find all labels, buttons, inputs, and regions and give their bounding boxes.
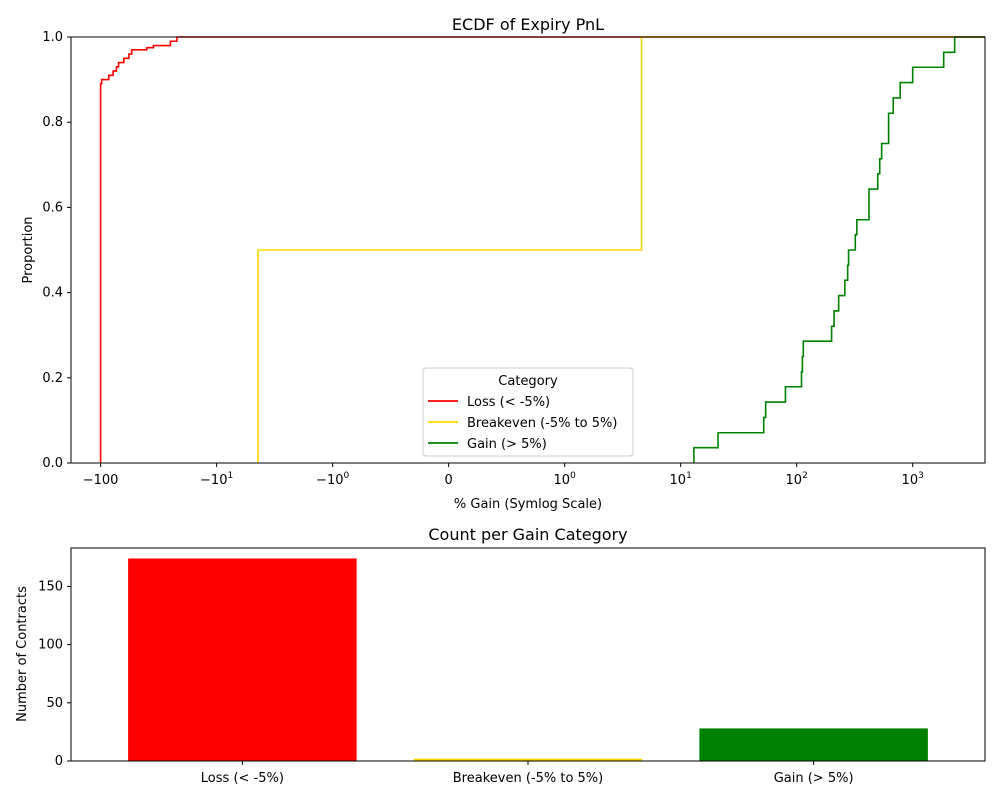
ecdf-x-ticks: −100 −101 −100 0 100 101 102 103 (83, 463, 924, 488)
ecdf-x-tick-label: 100 (554, 471, 577, 488)
ecdf-title: ECDF of Expiry PnL (452, 15, 604, 34)
ecdf-legend: Category Loss (< -5%) Breakeven (-5% to … (422, 367, 634, 457)
ecdf-x-tick-base: 10 (670, 473, 687, 488)
bar-title: Count per Gain Category (428, 525, 627, 544)
bar-loss (128, 558, 357, 761)
bar-x-tick-label: Gain (> 5%) (774, 771, 854, 786)
ecdf-x-tick-label: −100 (316, 471, 349, 488)
legend-title: Category (498, 374, 558, 389)
bar-y-tick-label: 150 (38, 579, 63, 594)
ecdf-plot-frame (70, 36, 986, 464)
bar-chart: Count per Gain Category Number of Contra… (15, 525, 986, 786)
bar-breakeven (413, 758, 643, 761)
ecdf-x-tick-base: 10 (786, 473, 803, 488)
ecdf-chart: ECDF of Expiry PnL % Gain (Symlog Scale)… (21, 15, 986, 512)
ecdf-x-tick-exponent: 0 (570, 471, 576, 481)
ecdf-x-tick-label: 0 (445, 473, 453, 488)
ecdf-line-gain (693, 36, 985, 463)
ecdf-y-tick-label: 0.0 (42, 456, 63, 471)
ecdf-x-tick-base: 10 (902, 473, 919, 488)
ecdf-y-ticks: 0.0 0.2 0.4 0.6 0.8 1.0 (42, 30, 71, 471)
ecdf-x-tick-label: 103 (902, 471, 924, 488)
bar-y-axis-label: Number of Contracts (15, 586, 30, 722)
ecdf-x-tick-label: 102 (786, 471, 808, 488)
ecdf-x-tick-label: −100 (83, 473, 119, 488)
ecdf-y-tick-label: 0.2 (42, 371, 63, 386)
bar-x-ticks: Loss (< -5%) Breakeven (-5% to 5%) Gain (>… (201, 761, 854, 786)
ecdf-x-tick-exponent: 3 (918, 471, 924, 481)
bar-x-tick-label: Loss (< -5%) (201, 771, 284, 786)
legend-label-loss: Loss (< -5%) (467, 395, 550, 410)
ecdf-x-tick-base: 10 (554, 473, 571, 488)
ecdf-x-tick-base: −100 (83, 473, 119, 488)
bar-plot-frame (70, 547, 986, 762)
legend-label-gain: Gain (> 5%) (467, 437, 547, 452)
bar-marks (128, 558, 928, 761)
ecdf-x-tick-base: −10 (200, 473, 227, 488)
ecdf-x-tick-exponent: 2 (802, 471, 808, 481)
ecdf-x-axis-label: % Gain (Symlog Scale) (454, 497, 602, 512)
ecdf-x-tick-exponent: 1 (227, 471, 233, 481)
bar-y-tick-label: 0 (55, 754, 63, 769)
ecdf-x-tick-base: 0 (445, 473, 453, 488)
bar-y-tick-label: 100 (38, 638, 63, 653)
ecdf-y-axis-label: Proportion (21, 216, 36, 283)
ecdf-y-tick-label: 0.8 (42, 115, 63, 130)
ecdf-line-loss (99, 36, 985, 463)
ecdf-x-tick-label: −101 (200, 471, 233, 488)
ecdf-x-tick-exponent: 1 (686, 471, 692, 481)
ecdf-y-tick-label: 0.4 (42, 286, 63, 301)
ecdf-x-tick-base: −10 (316, 473, 343, 488)
legend-label-breakeven: Breakeven (-5% to 5%) (467, 416, 617, 431)
ecdf-y-tick-label: 1.0 (42, 30, 63, 45)
bar-y-ticks: 0 50 100 150 (38, 579, 71, 769)
bar-y-tick-label: 50 (46, 696, 63, 711)
legend-box (422, 367, 634, 457)
ecdf-x-tick-label: 101 (670, 471, 692, 488)
bar-x-tick-label: Breakeven (-5% to 5%) (453, 771, 603, 786)
ecdf-x-tick-exponent: 0 (343, 471, 349, 481)
ecdf-y-tick-label: 0.6 (42, 200, 63, 215)
bar-gain (699, 728, 928, 761)
